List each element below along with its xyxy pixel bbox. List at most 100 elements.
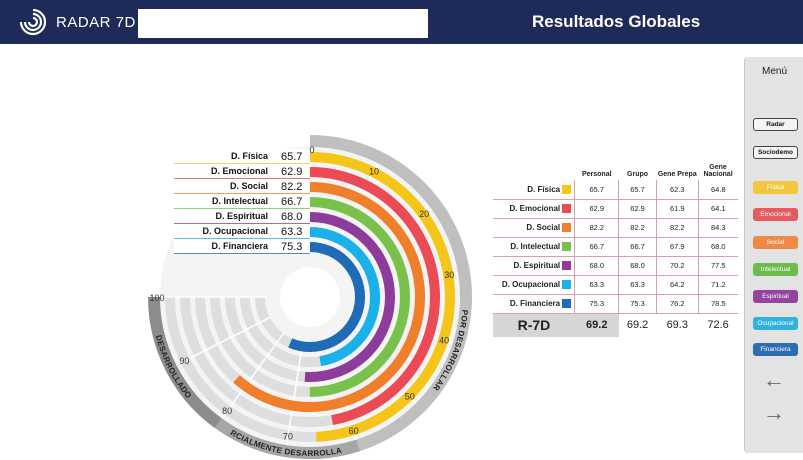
app-logo: RADAR 7D	[18, 7, 136, 37]
grid-spoke	[176, 316, 272, 366]
page-title: Resultados Globales	[532, 12, 701, 31]
arrow-left-icon: ←	[763, 367, 785, 392]
results-header-row: Personal Grupo Gene Prepa Gene Nacional	[493, 154, 738, 180]
grid-spoke	[285, 340, 304, 446]
row-label: D. Espiritual	[215, 211, 268, 221]
scale-tick: 30	[444, 270, 454, 280]
value-arc	[233, 182, 425, 412]
row-value: 63.3	[281, 226, 302, 238]
radial-results-chart: POR DESARROLLARPARCIALMENTE DESARROLLADO…	[0, 44, 472, 459]
band-por-desarrollar	[309, 135, 472, 452]
row-label: D. Física	[231, 151, 269, 161]
results-row: D. Intelectual 66.7 66.7 67.9 68.0	[493, 237, 738, 257]
total-label: R-7D	[493, 313, 575, 337]
scale-tick: 60	[349, 426, 359, 436]
prepa-value: 82.2	[656, 218, 699, 238]
scale-tick: 70	[283, 431, 293, 441]
results-total-row: R-7D 69.2 69.2 69.3 72.6	[493, 313, 738, 337]
grupo-value: 63.3	[618, 275, 657, 295]
prepa-value: 61.9	[656, 199, 699, 219]
menu-button-fisica[interactable]: Física	[753, 181, 798, 194]
grupo-value: 62.9	[618, 199, 657, 219]
grid-spoke	[221, 332, 285, 419]
search-input[interactable]	[138, 9, 428, 38]
results-row: D. Espiritual 68.0 68.0 70.2 77.5	[493, 256, 738, 276]
value-arc	[309, 227, 380, 367]
band-parcialmente	[214, 418, 361, 459]
dimension-label: D. Financiera	[493, 294, 576, 314]
menu-button-emocional[interactable]: Emocional	[753, 208, 798, 221]
prepa-value: 76.2	[656, 294, 699, 314]
menu-button-sociodemo[interactable]: Sociodemo	[753, 146, 798, 159]
row-value: 75.3	[281, 241, 302, 253]
grupo-value: 82.2	[618, 218, 657, 238]
personal-value: 82.2	[574, 218, 620, 238]
prepa-value: 62.3	[656, 180, 699, 200]
top-bar: RADAR 7D Resultados Globales	[0, 0, 803, 44]
side-menu: Menú Radar Sociodemo Física Emocional Social…	[744, 57, 803, 453]
row-value: 68.0	[281, 211, 302, 223]
row-label-bg	[174, 194, 310, 208]
total-personal: 69.2	[574, 313, 619, 337]
grupo-value: 65.7	[618, 180, 657, 200]
band-desarrollado	[148, 296, 222, 429]
row-label-bg	[174, 179, 310, 193]
nacional-value: 84.3	[698, 218, 738, 238]
menu-button-intelectual[interactable]: Intelectual	[753, 263, 798, 276]
menu-title: Menú	[761, 66, 787, 77]
arrow-right-icon: →	[763, 400, 785, 425]
results-row: D. Física 65.7 65.7 62.3 64.8	[493, 180, 738, 200]
personal-value: 62.9	[574, 199, 620, 219]
menu-button-radar[interactable]: Radar	[753, 118, 798, 131]
value-arc	[304, 212, 395, 382]
scale-tick: 100	[149, 293, 164, 303]
nacional-value: 64.1	[698, 199, 738, 219]
dimension-label: D. Social	[493, 218, 576, 238]
color-swatch	[562, 261, 572, 271]
nacional-value: 77.5	[698, 256, 738, 276]
total-prepa: 69.3	[666, 319, 688, 332]
results-row: D. Ocupacional 63.3 63.3 64.2 71.2	[493, 275, 738, 295]
app-name: RADAR 7D	[56, 13, 136, 31]
personal-value: 68.0	[574, 256, 620, 276]
dimension-label: D. Emocional	[493, 199, 576, 219]
menu-button-social[interactable]: Social	[753, 236, 798, 249]
nacional-value: 64.8	[698, 180, 738, 200]
results-row: D. Social 82.2 82.2 82.2 84.3	[493, 218, 738, 238]
scale-tick: 10	[369, 166, 379, 176]
results-row: D. Financiera 75.3 75.3 76.2 78.5	[493, 294, 738, 314]
scale-tick: 40	[439, 336, 449, 346]
row-value: 66.7	[281, 196, 302, 208]
total-nacional: 72.6	[707, 319, 729, 332]
row-value: 82.2	[281, 181, 302, 193]
dimension-label: D. Espiritual	[493, 256, 576, 276]
row-label-bg	[174, 209, 310, 223]
color-swatch	[562, 299, 572, 309]
row-label: D. Social	[230, 181, 268, 191]
row-label: D. Emocional	[211, 166, 268, 176]
prepa-value: 70.2	[656, 256, 699, 276]
row-label: D. Intelectual	[212, 196, 268, 206]
nacional-value: 78.5	[698, 294, 738, 314]
back-button[interactable]: ←	[763, 367, 785, 393]
radar-logo-icon	[19, 8, 47, 36]
color-swatch	[562, 280, 572, 290]
personal-value: 65.7	[574, 180, 620, 200]
menu-button-espiritual[interactable]: Espiritual	[753, 290, 798, 303]
row-label-bg	[174, 149, 310, 163]
value-arc	[310, 152, 455, 442]
row-label-bg	[174, 239, 310, 253]
row-value: 62.9	[281, 166, 302, 178]
forward-button[interactable]: →	[763, 400, 785, 426]
scale-tick: 90	[179, 356, 189, 366]
prepa-value: 64.2	[656, 275, 699, 295]
header-spacer	[493, 154, 575, 180]
col-header-personal: Personal	[581, 171, 612, 178]
grupo-value: 68.0	[618, 256, 657, 276]
value-arc	[310, 167, 440, 425]
menu-button-financiera[interactable]: Financiera	[753, 343, 798, 356]
menu-button-ocupacional[interactable]: Ocupacional	[753, 317, 798, 330]
grupo-value: 75.3	[618, 294, 657, 314]
results-table: Personal Grupo Gene Prepa Gene Nacional …	[493, 154, 738, 337]
total-grupo: 69.2	[626, 319, 649, 332]
